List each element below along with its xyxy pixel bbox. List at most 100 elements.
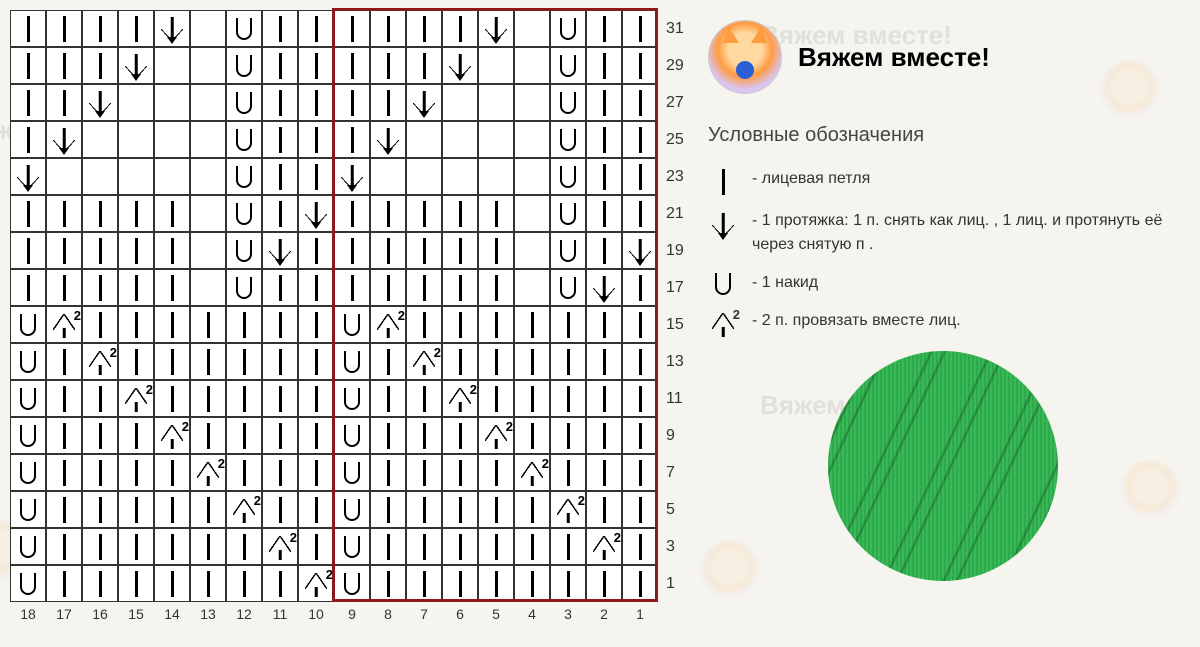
- chart-cell: 2: [514, 454, 550, 491]
- chart-cell: [622, 84, 658, 121]
- col-label: 10: [298, 606, 334, 622]
- chart-cell: [370, 417, 406, 454]
- brand-logo: [708, 20, 782, 94]
- row-label: 5: [658, 501, 688, 519]
- chart-cell: [190, 195, 226, 232]
- chart-row: 19: [10, 232, 688, 269]
- chart-cell: [82, 417, 118, 454]
- chart-cell: [298, 417, 334, 454]
- chart-cell: [298, 269, 334, 306]
- chart-cell: [442, 269, 478, 306]
- chart-cell: [586, 380, 622, 417]
- chart-cell: [46, 528, 82, 565]
- chart-cell: [478, 343, 514, 380]
- chart-cell: [622, 269, 658, 306]
- chart-cell: [226, 195, 262, 232]
- chart-cell: [478, 195, 514, 232]
- chart-cell: [334, 380, 370, 417]
- chart-cell: [10, 528, 46, 565]
- chart-cell: [190, 158, 226, 195]
- chart-cell: [10, 454, 46, 491]
- chart-cell: [334, 84, 370, 121]
- chart-cell: [190, 10, 226, 47]
- chart-cell: [190, 380, 226, 417]
- legend-item: - 1 накид: [708, 271, 1190, 295]
- chart-cell: 2: [190, 454, 226, 491]
- chart-cell: [334, 343, 370, 380]
- chart-cell: [46, 491, 82, 528]
- chart-cell: 2: [550, 491, 586, 528]
- chart-cell: [262, 380, 298, 417]
- chart-cell: [406, 417, 442, 454]
- chart-cell: [370, 232, 406, 269]
- chart-cell: [46, 121, 82, 158]
- chart-cell: [190, 528, 226, 565]
- chart-cell: [550, 84, 586, 121]
- col-label: 16: [82, 606, 118, 622]
- chart-cell: [262, 491, 298, 528]
- content: 3129272523211917221522132211229227225223…: [10, 10, 1190, 622]
- chart-cell: [154, 158, 190, 195]
- chart-cell: [442, 417, 478, 454]
- chart-cell: [586, 454, 622, 491]
- chart-row: 2215: [10, 306, 688, 343]
- chart-cell: [118, 158, 154, 195]
- chart-cell: [514, 417, 550, 454]
- chart-cell: [478, 269, 514, 306]
- chart-cell: [406, 84, 442, 121]
- row-label: 19: [658, 242, 688, 260]
- chart-cell: [82, 84, 118, 121]
- col-label: 3: [550, 606, 586, 622]
- chart-cell: [154, 269, 190, 306]
- col-label: 2: [586, 606, 622, 622]
- chart-cell: [82, 10, 118, 47]
- chart-cell: [514, 491, 550, 528]
- chart-cell: [118, 195, 154, 232]
- chart-cell: [370, 343, 406, 380]
- brand: Вяжем вместе!: [708, 20, 1190, 94]
- chart-cell: [478, 84, 514, 121]
- chart-cell: [118, 491, 154, 528]
- chart-cell: [442, 528, 478, 565]
- row-label: 25: [658, 131, 688, 149]
- chart-cell: [298, 343, 334, 380]
- chart-cell: [82, 528, 118, 565]
- chart-cell: [514, 343, 550, 380]
- chart-cell: [370, 454, 406, 491]
- chart-cell: [514, 158, 550, 195]
- chart-cell: [154, 232, 190, 269]
- chart-cell: [46, 269, 82, 306]
- chart-cell: [298, 121, 334, 158]
- chart-cell: [154, 491, 190, 528]
- chart-cell: [262, 269, 298, 306]
- chart-cell: [298, 10, 334, 47]
- chart-row: 21: [10, 565, 688, 602]
- chart-cell: [586, 232, 622, 269]
- chart-cell: [334, 195, 370, 232]
- chart-cell: [298, 528, 334, 565]
- chart-cell: 2: [262, 528, 298, 565]
- chart-cell: [226, 121, 262, 158]
- chart-row: 25: [10, 121, 688, 158]
- chart-cell: [298, 47, 334, 84]
- col-label: 5: [478, 606, 514, 622]
- chart-cell: [82, 195, 118, 232]
- chart-cell: [46, 158, 82, 195]
- chart-cell: [46, 195, 82, 232]
- chart-cell: [190, 121, 226, 158]
- chart-cell: [406, 380, 442, 417]
- chart-cell: [478, 565, 514, 602]
- chart-cell: [82, 269, 118, 306]
- chart-cell: [154, 380, 190, 417]
- col-label: 14: [154, 606, 190, 622]
- chart-cell: [370, 195, 406, 232]
- chart-cell: [586, 47, 622, 84]
- chart-cell: [10, 84, 46, 121]
- chart-row: 31: [10, 10, 688, 47]
- chart-cell: [190, 491, 226, 528]
- chart-cell: [550, 232, 586, 269]
- chart-cell: [154, 343, 190, 380]
- chart-cell: [154, 47, 190, 84]
- chart-cell: [298, 232, 334, 269]
- chart-cell: [550, 121, 586, 158]
